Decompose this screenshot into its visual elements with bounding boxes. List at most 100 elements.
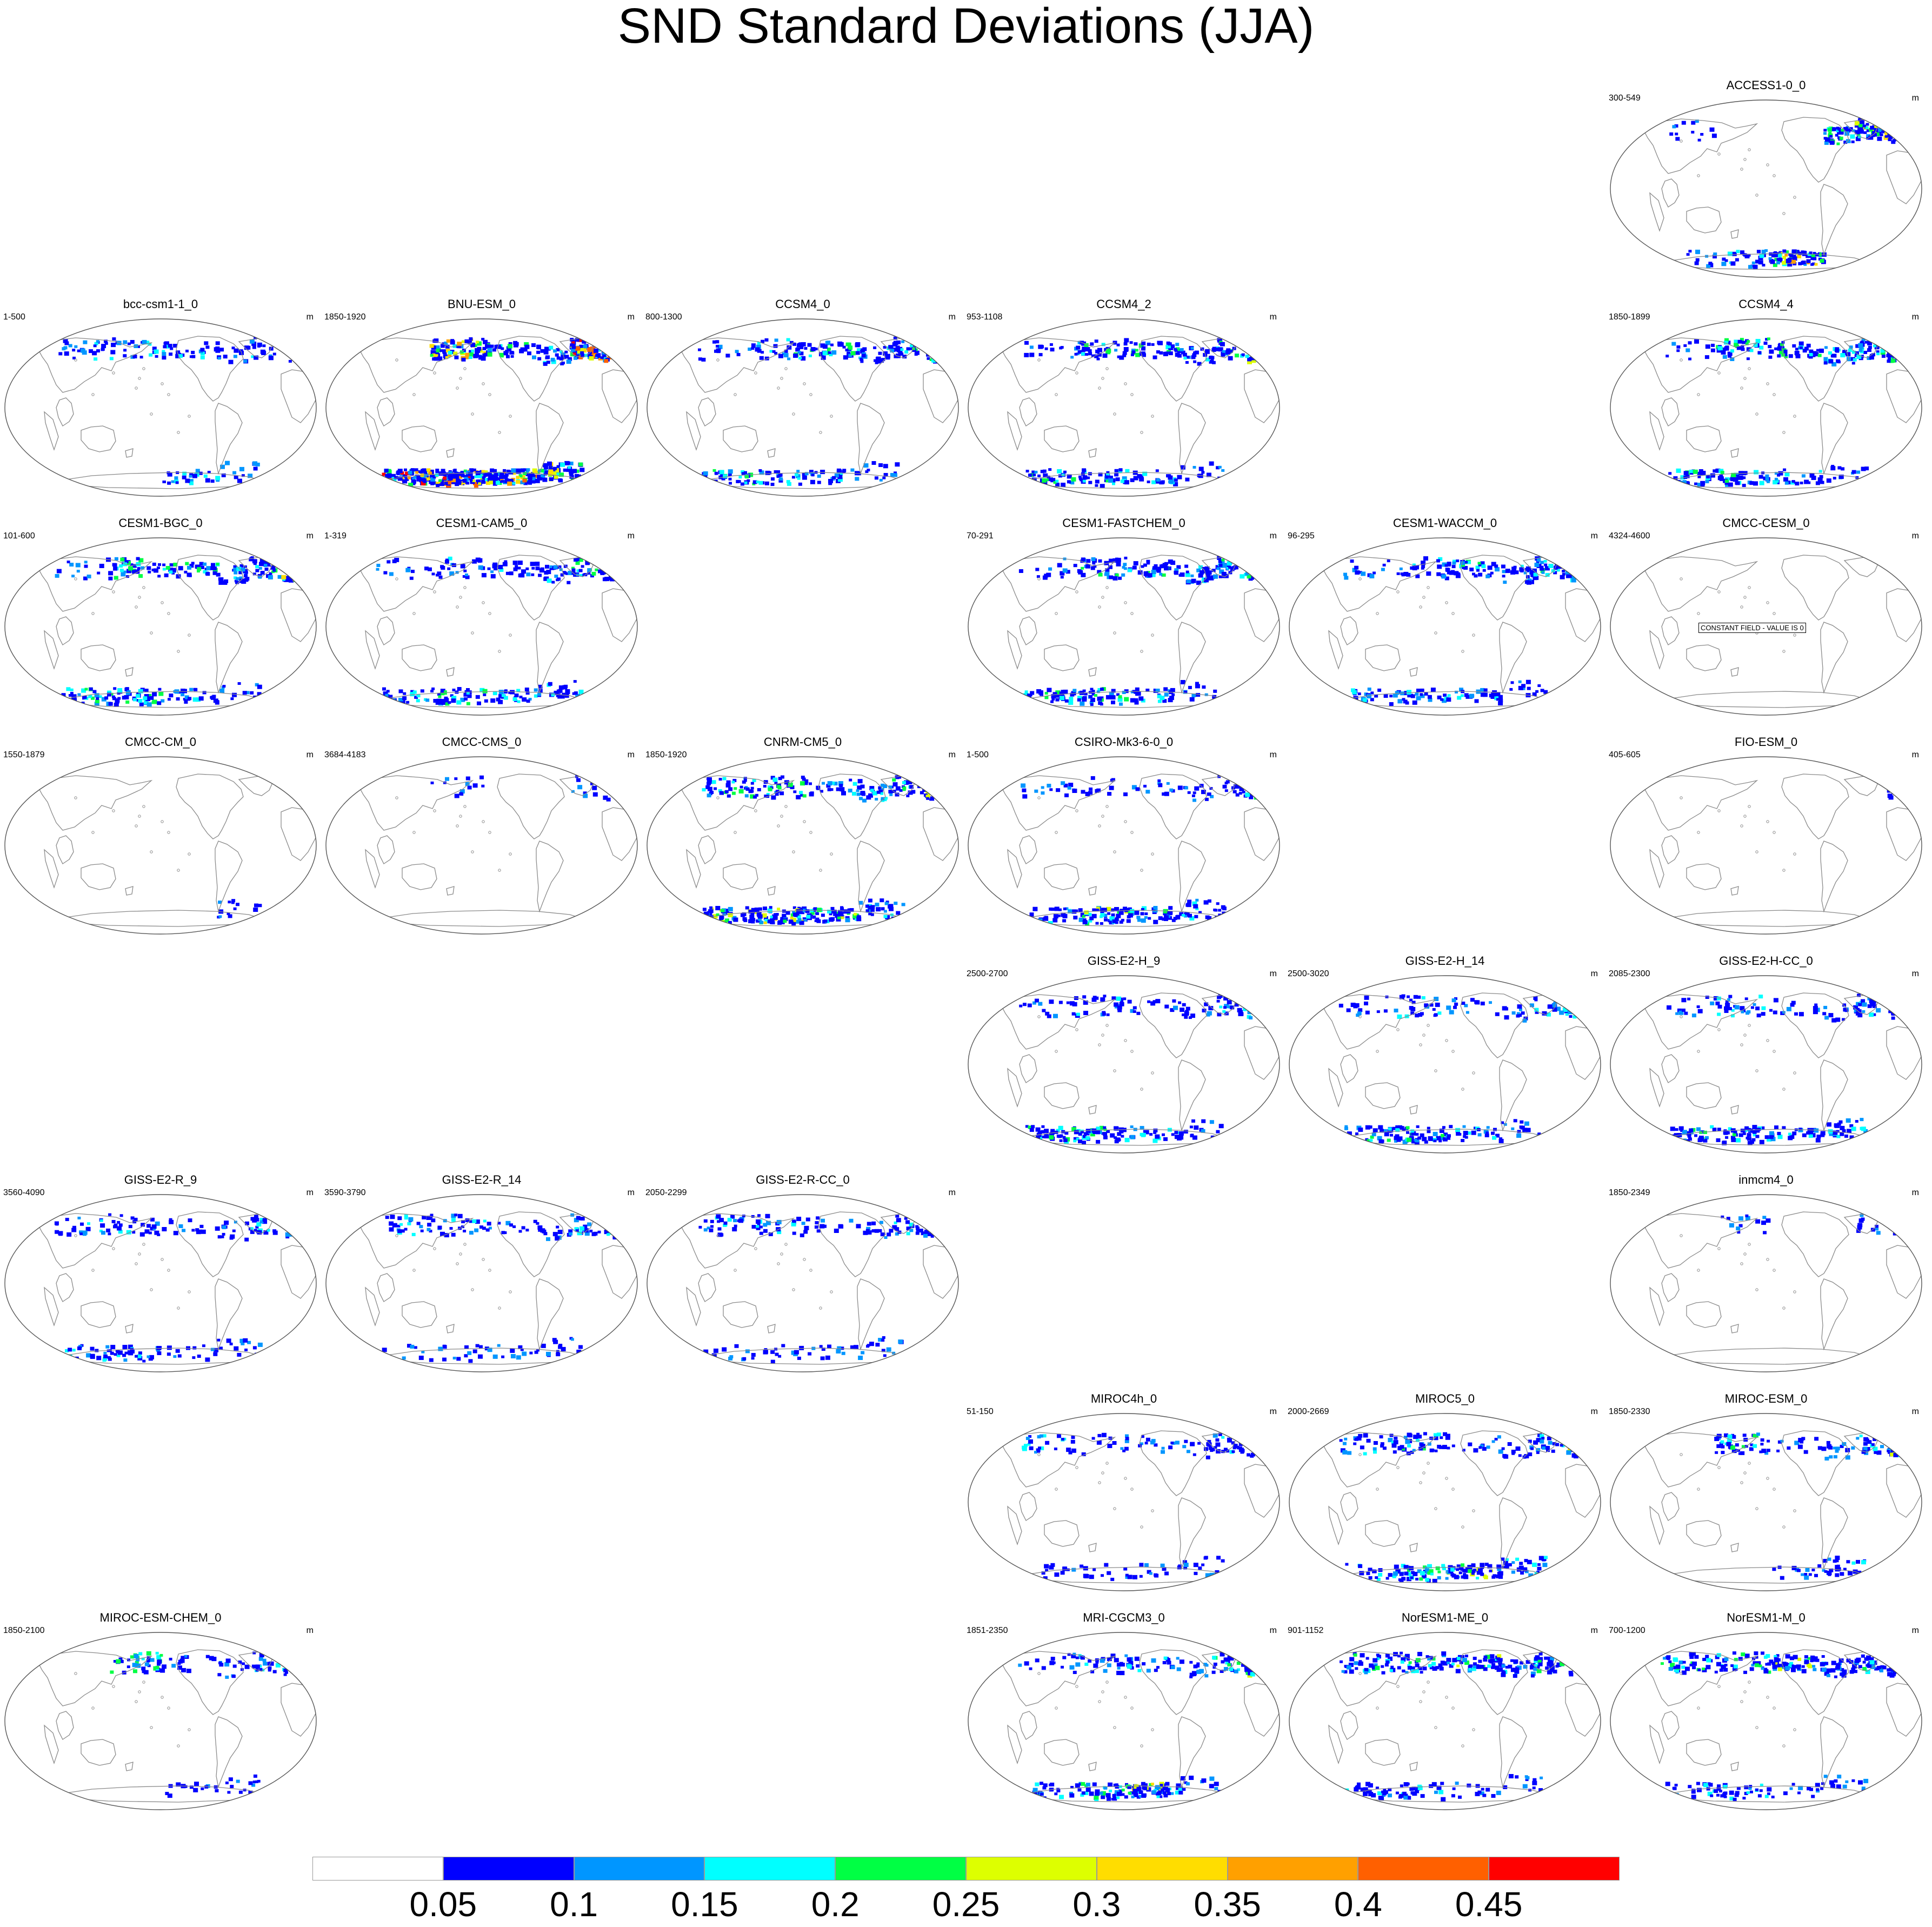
snow-cell bbox=[1753, 481, 1758, 486]
snow-cell bbox=[1866, 123, 1869, 126]
snow-cell bbox=[1174, 571, 1178, 575]
snow-cell bbox=[1565, 1013, 1569, 1016]
snow-cell bbox=[1222, 563, 1227, 568]
snow-cell bbox=[772, 350, 776, 353]
coastline bbox=[536, 403, 564, 475]
snow-cell bbox=[782, 914, 787, 918]
snow-cell bbox=[1226, 564, 1231, 568]
snow-cell bbox=[1762, 264, 1766, 266]
snow-cell bbox=[1842, 1129, 1846, 1133]
snow-cell bbox=[855, 477, 860, 481]
snow-cell bbox=[108, 576, 113, 581]
snow-cell bbox=[104, 342, 108, 345]
snow-cell bbox=[589, 355, 593, 358]
snow-cell bbox=[239, 576, 243, 579]
snow-cell bbox=[215, 1226, 220, 1231]
snow-cell bbox=[1097, 352, 1102, 357]
snow-cell bbox=[492, 562, 498, 567]
snow-cell bbox=[1851, 140, 1855, 143]
snow-cell bbox=[1537, 684, 1541, 687]
snow-cell bbox=[1084, 343, 1089, 347]
snow-cell bbox=[1044, 347, 1048, 350]
island bbox=[1422, 596, 1425, 599]
snow-cell bbox=[1855, 344, 1860, 348]
snow-cell bbox=[1717, 1128, 1721, 1131]
snow-cell bbox=[1774, 251, 1777, 254]
snow-cell bbox=[549, 345, 554, 350]
snow-cell bbox=[1777, 346, 1782, 351]
snow-cell bbox=[1106, 473, 1110, 476]
snow-cell bbox=[200, 565, 204, 569]
map-panel: CESM1-WACCM_0 96-295 m bbox=[1284, 516, 1605, 727]
snow-cell bbox=[205, 1357, 210, 1362]
snow-cell bbox=[1887, 790, 1890, 793]
snow-cell bbox=[485, 481, 490, 485]
snow-cell bbox=[1887, 352, 1890, 355]
snow-cell bbox=[1040, 345, 1044, 349]
coastline bbox=[1661, 397, 1680, 426]
snow-cell bbox=[840, 906, 844, 909]
snow-cell bbox=[1392, 1126, 1396, 1130]
snow-cell bbox=[1869, 1012, 1874, 1017]
snow-cell bbox=[1757, 351, 1762, 355]
snow-cell bbox=[1378, 1125, 1383, 1130]
island bbox=[301, 563, 304, 566]
snow-cell bbox=[1816, 349, 1820, 352]
snow-cell bbox=[1429, 1003, 1434, 1007]
coastline bbox=[1244, 1026, 1280, 1080]
snow-cell bbox=[757, 788, 761, 791]
snow-cell bbox=[1761, 1126, 1765, 1130]
snow-cell bbox=[1194, 1125, 1199, 1130]
snow-cell bbox=[1197, 362, 1202, 366]
snow-cell bbox=[1535, 690, 1539, 693]
snow-cell bbox=[233, 565, 237, 569]
snow-cell bbox=[1743, 253, 1747, 257]
snow-cell bbox=[748, 910, 753, 914]
snow-cell bbox=[1446, 1005, 1451, 1010]
snow-cell bbox=[1463, 1135, 1467, 1138]
snow-cell bbox=[1498, 701, 1503, 705]
snow-cell bbox=[1142, 346, 1146, 350]
snow-cell bbox=[204, 341, 209, 345]
snow-cell bbox=[87, 1222, 90, 1225]
snow-cell bbox=[1852, 129, 1856, 132]
snow-cell bbox=[787, 357, 791, 361]
snow-cell bbox=[1196, 581, 1201, 585]
snow-cell bbox=[504, 560, 508, 563]
snow-cell bbox=[1387, 559, 1390, 563]
snow-cell bbox=[1742, 341, 1746, 344]
panel-unit: m bbox=[1590, 969, 1598, 978]
snow-cell bbox=[430, 475, 434, 478]
snow-cell bbox=[1483, 688, 1488, 692]
snow-cell bbox=[184, 695, 189, 699]
island bbox=[142, 1243, 145, 1246]
coastline bbox=[698, 397, 716, 426]
snow-cell bbox=[252, 559, 257, 564]
snow-cell bbox=[165, 566, 170, 570]
snow-cell bbox=[810, 347, 816, 351]
snow-cell bbox=[890, 349, 895, 353]
snow-cell bbox=[898, 776, 902, 779]
map-border bbox=[1610, 975, 1922, 1153]
snow-cell bbox=[1245, 355, 1249, 358]
snow-cell bbox=[189, 688, 194, 691]
snow-cell bbox=[1540, 561, 1544, 564]
snow-cell bbox=[1710, 473, 1715, 478]
snow-cell bbox=[1438, 557, 1443, 561]
snow-cell bbox=[790, 913, 795, 917]
snow-cell bbox=[1669, 132, 1674, 136]
snow-cell bbox=[1495, 567, 1500, 572]
snow-cell bbox=[118, 1223, 123, 1227]
snow-cell bbox=[1196, 693, 1201, 697]
snow-cell bbox=[262, 1218, 267, 1222]
snow-cell bbox=[796, 470, 800, 473]
snow-cell bbox=[463, 469, 467, 472]
snow-cell bbox=[1694, 482, 1697, 485]
snow-cell bbox=[1722, 257, 1726, 261]
island bbox=[488, 612, 491, 615]
snow-cell bbox=[397, 1224, 401, 1228]
snow-cell bbox=[736, 353, 741, 356]
snow-cell bbox=[1710, 348, 1715, 352]
snow-cell bbox=[161, 699, 165, 703]
snow-cell bbox=[191, 355, 196, 358]
